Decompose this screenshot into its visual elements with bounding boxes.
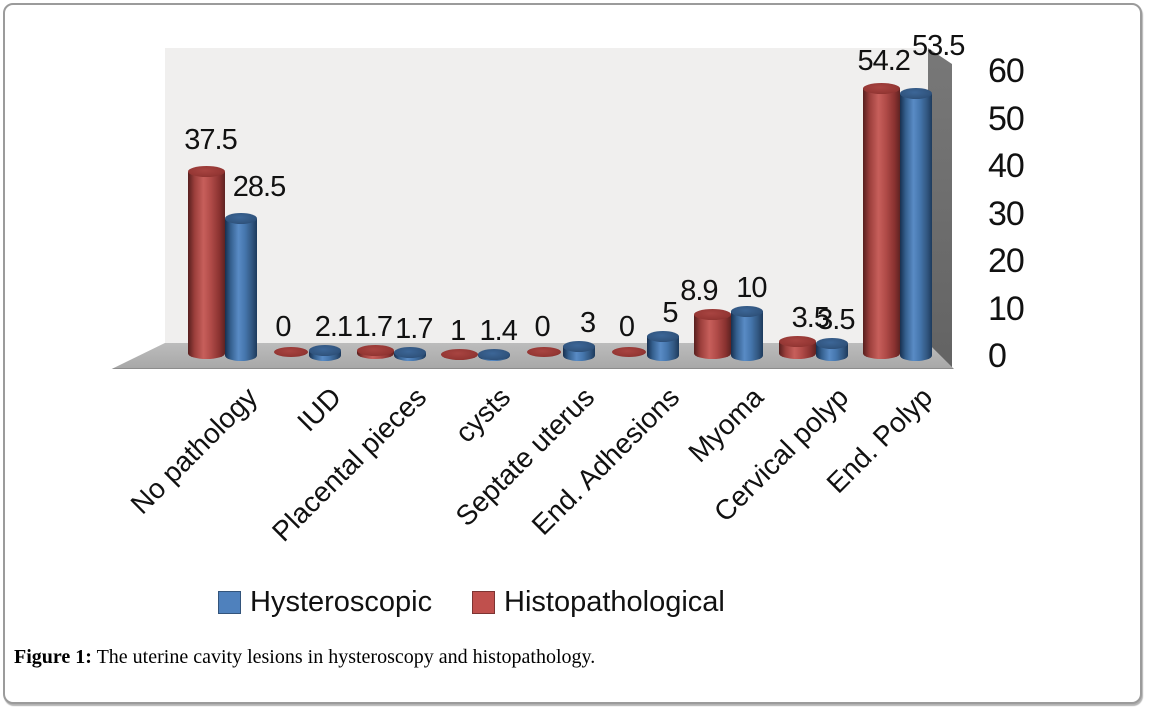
bar-histopathological-end-adhesions xyxy=(611,347,646,357)
bar-histopathological-cysts-top xyxy=(441,348,479,360)
bar-hysteroscopic-iud-top xyxy=(309,345,342,356)
bar-histopathological-no-pathology xyxy=(188,171,225,359)
bar-hysteroscopic-end-polyp xyxy=(900,93,933,361)
bar-hysteroscopic-myoma xyxy=(731,311,764,361)
bar-hysteroscopic-no-pathology xyxy=(225,218,257,361)
bar-histopathological-septate-uterus xyxy=(527,347,562,357)
y-axis-tick-label: 0 xyxy=(988,337,1007,375)
figure-caption: Figure 1: The uterine cavity lesions in … xyxy=(14,646,1114,669)
bar-histopathological-septate-uterus-value-label: 0 xyxy=(534,311,551,343)
bar-hysteroscopic-cervical-polyp-value-label: 3.5 xyxy=(817,304,855,336)
bar-hysteroscopic-end-adhesions-value-label: 5 xyxy=(662,296,678,329)
figure-caption-text: The uterine cavity lesions in hysterosco… xyxy=(91,646,596,668)
bar-hysteroscopic-placental-pieces-value-label: 1.7 xyxy=(395,313,433,345)
y-axis-tick-label: 30 xyxy=(988,194,1025,233)
bar-histopathological-cysts-value-label: 1 xyxy=(450,314,466,347)
bar-histopathological-iud-value-label: 0 xyxy=(275,311,291,343)
bar-histopathological-myoma xyxy=(694,314,732,359)
bar-hysteroscopic-septate-uterus-top xyxy=(562,340,595,352)
y-axis-tick-label: 10 xyxy=(988,289,1025,328)
bar-histopathological-myoma-value-label: 8.9 xyxy=(680,275,718,307)
legend-label: Histopathological xyxy=(504,586,725,618)
bar-histopathological-no-pathology-top xyxy=(188,166,225,177)
bar-hysteroscopic-cysts-top xyxy=(478,348,511,360)
bar-histopathological-placental-pieces-top xyxy=(356,345,394,356)
figure-caption-number: Figure 1: xyxy=(14,646,92,668)
bar-histopathological-cervical-polyp-top xyxy=(778,336,816,347)
bar-hysteroscopic-myoma-value-label: 10 xyxy=(736,271,767,304)
bar-histopathological-myoma-top xyxy=(694,309,732,320)
legend-swatch-hysteroscopic xyxy=(218,591,241,614)
bar-hysteroscopic-end-polyp-value-label: 53.5 xyxy=(911,30,965,62)
bar-hysteroscopic-septate-uterus-value-label: 3 xyxy=(580,306,596,339)
bar-hysteroscopic-placental-pieces-top xyxy=(393,347,426,358)
bar-hysteroscopic-end-adhesions-top xyxy=(647,330,679,342)
bar-histopathological-end-adhesions-value-label: 0 xyxy=(618,311,635,343)
legend-label: Hysteroscopic xyxy=(250,586,433,618)
bar-histopathological-iud xyxy=(273,347,308,357)
legend-item-hysteroscopic: Hysteroscopic xyxy=(218,586,432,619)
chart-back-wall xyxy=(165,48,928,344)
bar-hysteroscopic-end-polyp-top xyxy=(900,88,933,99)
legend-item-histopathological: Histopathological xyxy=(472,586,725,619)
bar-histopathological-end-polyp-value-label: 54.2 xyxy=(857,44,910,77)
bar-hysteroscopic-no-pathology-value-label: 28.5 xyxy=(232,171,286,203)
bar-hysteroscopic-no-pathology-top xyxy=(225,213,257,224)
y-axis-tick-label: 50 xyxy=(988,99,1025,138)
bar-histopathological-placental-pieces-value-label: 1.7 xyxy=(354,311,393,343)
y-axis-tick-label: 60 xyxy=(988,52,1025,90)
y-axis-tick-label: 40 xyxy=(988,147,1025,185)
bar-hysteroscopic-cervical-polyp-top xyxy=(815,338,848,349)
bar-hysteroscopic-cysts-value-label: 1.4 xyxy=(479,314,518,347)
legend-swatch-histopathological xyxy=(472,591,495,614)
bar-hysteroscopic-myoma-top xyxy=(731,305,764,317)
bar-histopathological-no-pathology-value-label: 37.5 xyxy=(184,124,237,156)
bar-histopathological-cervical-polyp-value-label: 3.5 xyxy=(791,302,830,334)
bar-histopathological-end-polyp-top xyxy=(863,82,901,94)
bar-histopathological-end-polyp xyxy=(863,88,901,359)
y-axis-tick-label: 20 xyxy=(988,242,1025,280)
bar-hysteroscopic-iud-value-label: 2.1 xyxy=(314,311,353,343)
